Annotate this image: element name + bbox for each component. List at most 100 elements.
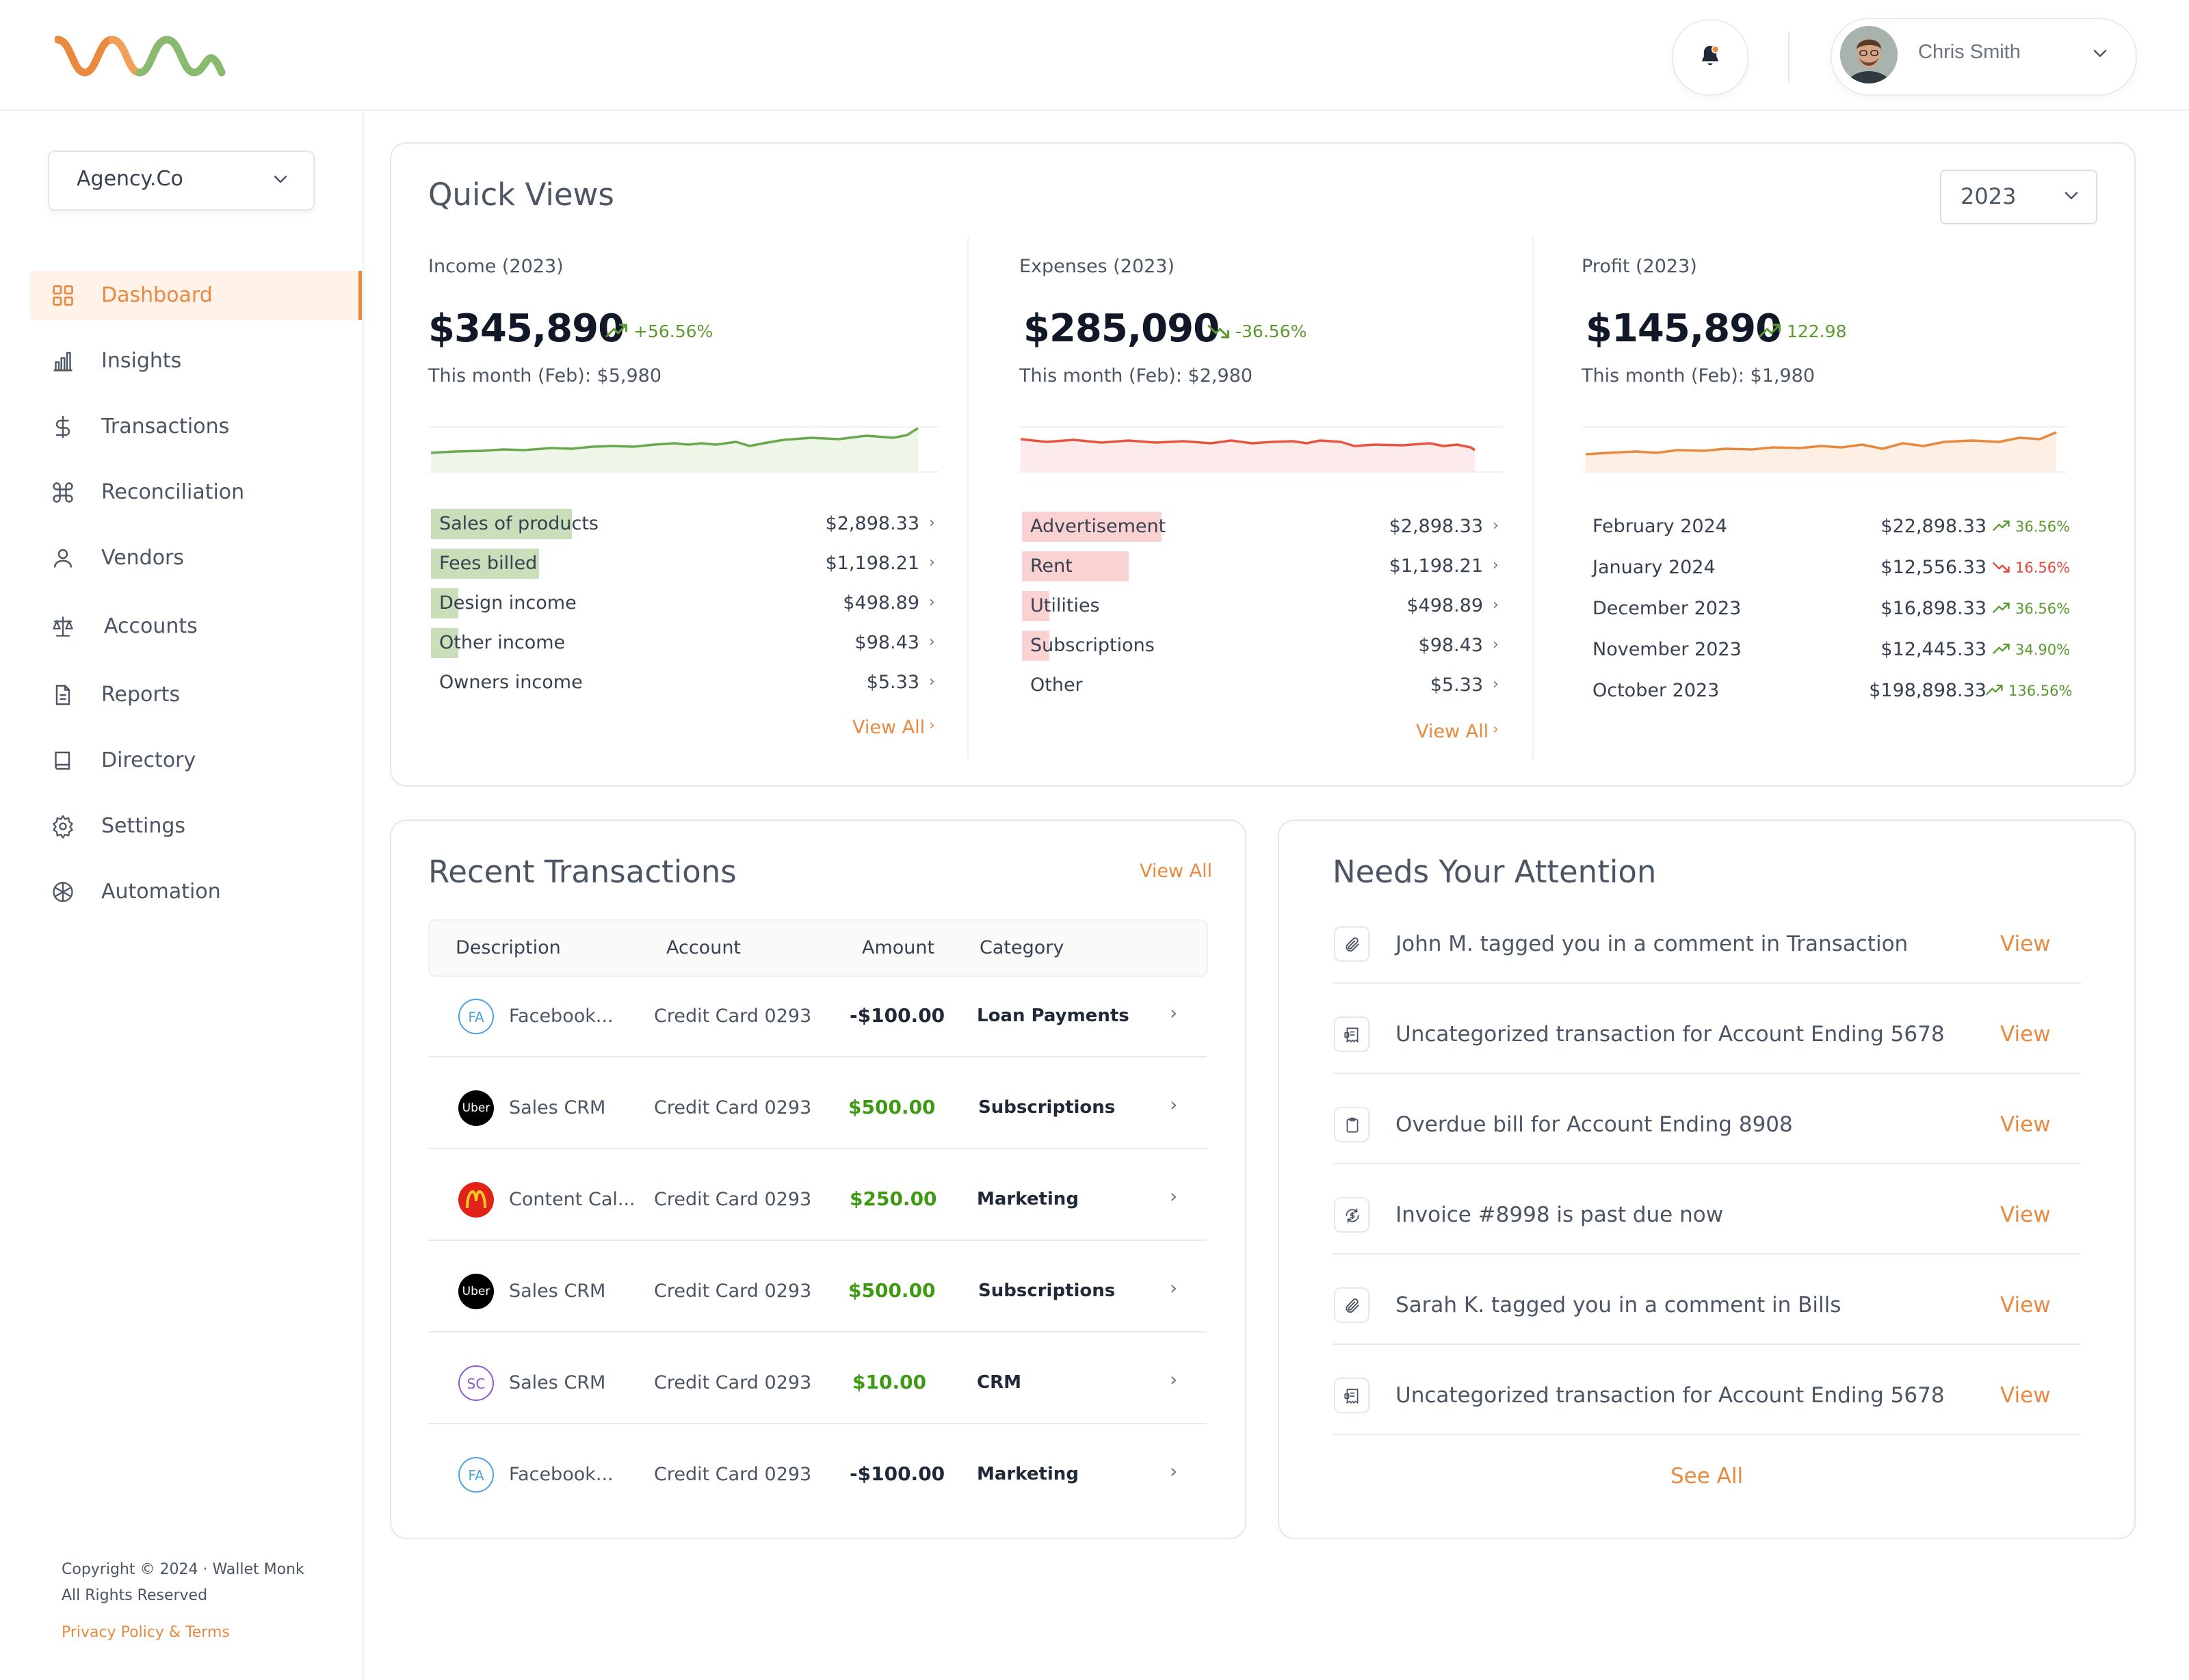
income-bar [431,628,458,658]
income-row-value: $98.43 [854,632,919,653]
clipboard-icon [1334,1107,1369,1142]
column-header-account[interactable]: Account [666,937,742,958]
bar-chart-icon [53,352,73,371]
chevron-right-icon[interactable]: › [929,673,935,690]
brand-logo[interactable] [55,30,226,82]
mcdonalds-logo [458,1182,494,1218]
transaction-category: Subscriptions [978,1281,1116,1301]
expenses-view-all-link[interactable]: View All [1416,721,1489,742]
sidebar-item-dashboard[interactable]: Dashboard [30,271,361,320]
income-view-all-link[interactable]: View All [852,717,926,738]
income-row-label[interactable]: Sales of products [439,513,599,534]
expenses-sparkline [1019,426,1502,473]
income-row-label[interactable]: Design income [439,592,577,614]
avatar[interactable] [1840,26,1898,83]
row-divider [1333,1253,2081,1255]
org-name[interactable]: Agency.Co [77,167,183,191]
sidebar-item-automation[interactable]: Automation [30,867,361,917]
row-divider [1333,1434,2081,1435]
chevron-right-icon[interactable]: › [929,514,935,531]
expense-row-label[interactable]: Subscriptions [1030,635,1155,656]
header-divider [1788,31,1790,83]
transaction-account: Credit Card 0293 [654,1189,812,1210]
chevron-right-icon[interactable]: › [1170,1001,1178,1024]
expense-bar [1022,512,1162,542]
row-divider [1333,1163,2081,1164]
sidebar-item-label: Automation [101,880,221,904]
income-row-label[interactable]: Other income [439,632,566,653]
year-value[interactable]: 2023 [1961,183,2017,209]
attention-view-link[interactable]: View [2000,1022,2051,1047]
logo-text: Uber [462,1101,490,1115]
top-header [0,0,2189,111]
chevron-right-icon[interactable]: › [929,594,935,611]
attention-view-link[interactable]: View [2000,1203,2051,1227]
command-icon [53,482,73,503]
chevron-right-icon[interactable]: › [1493,676,1499,693]
sidebar-item-label: Transactions [101,415,230,438]
transaction-description: Sales CRM [509,1281,606,1302]
rights-line: All Rights Reserved [62,1587,208,1604]
trend-up-icon [1759,324,1781,337]
receipt-icon [1334,1378,1369,1413]
attention-view-link[interactable]: View [2000,1112,2051,1137]
paperclip-icon [1334,1287,1369,1323]
bell-icon [1702,45,1720,66]
expense-row-label[interactable]: Rent [1030,555,1073,577]
sidebar-item-vendors[interactable]: Vendors [30,534,361,583]
chevron-right-icon[interactable]: › [1170,1460,1178,1482]
expense-row-label[interactable]: Advertisement [1030,516,1166,537]
chevron-right-icon[interactable]: › [929,554,935,571]
chevron-right-icon[interactable]: › [1170,1368,1178,1391]
chevron-down-icon[interactable] [2090,47,2110,60]
org-selector[interactable] [48,150,315,211]
column-header-category[interactable]: Category [980,937,1064,958]
attention-view-link[interactable]: View [2000,1293,2051,1317]
attention-item-text: John M. tagged you in a comment in Trans… [1395,932,1909,956]
trend-down-icon [1207,325,1229,339]
expense-row-label[interactable]: Utilities [1030,595,1100,616]
profit-row-value: $12,556.33 [1880,557,1987,578]
sidebar-item-settings[interactable]: Settings [30,802,361,851]
chevron-right-icon[interactable]: › [1170,1185,1178,1207]
attention-view-link[interactable]: View [2000,1383,2051,1408]
notifications-button[interactable] [1672,19,1748,96]
sidebar-item-accounts[interactable]: Accounts [30,602,361,651]
transactions-view-all-link[interactable]: View All [1140,861,1213,882]
see-all-link[interactable]: See All [1670,1464,1744,1488]
row-divider [1333,1073,2081,1074]
chevron-right-icon[interactable]: › [1493,636,1499,653]
chevron-right-icon[interactable]: › [1493,517,1499,534]
sidebar-item-transactions[interactable]: Transactions [30,402,361,451]
sidebar-item-reports[interactable]: Reports [30,670,361,720]
income-row-label[interactable]: Fees billed [439,553,538,574]
table-header [428,919,1208,977]
sidebar-item-insights[interactable]: Insights [30,337,361,386]
chevron-down-icon[interactable] [2062,189,2081,202]
sales-crm-logo: SC [458,1365,494,1401]
expense-row-label[interactable]: Other [1030,674,1083,696]
income-sparkline [428,426,939,473]
column-header-description[interactable]: Description [456,937,561,958]
chevron-right-icon[interactable]: › [1493,721,1499,738]
chevron-right-icon[interactable]: › [929,717,935,734]
transaction-description: Facebook... [509,1006,614,1027]
expenses-month: This month (Feb): $2,980 [1019,365,1253,386]
attention-view-link[interactable]: View [2000,932,2051,956]
chevron-right-icon[interactable]: › [1493,596,1499,614]
row-divider [428,1423,1207,1424]
privacy-link[interactable]: Privacy Policy & Terms [62,1624,230,1641]
user-name[interactable]: Chris Smith [1918,41,2021,63]
chevron-right-icon[interactable]: › [1493,557,1499,574]
sidebar-item-label: Insights [101,349,182,373]
income-row-label[interactable]: Owners income [439,672,583,693]
sidebar-item-reconciliation[interactable]: Reconciliation [30,468,361,517]
attention-item-text: Sarah K. tagged you in a comment in Bill… [1395,1293,1841,1317]
chevron-right-icon[interactable]: › [929,633,935,651]
expense-bar [1022,591,1049,621]
column-header-amount[interactable]: Amount [862,937,935,958]
chevron-down-icon[interactable] [271,172,290,186]
chevron-right-icon[interactable]: › [1170,1093,1178,1116]
chevron-right-icon[interactable]: › [1170,1276,1178,1299]
sidebar-item-directory[interactable]: Directory [30,736,361,785]
